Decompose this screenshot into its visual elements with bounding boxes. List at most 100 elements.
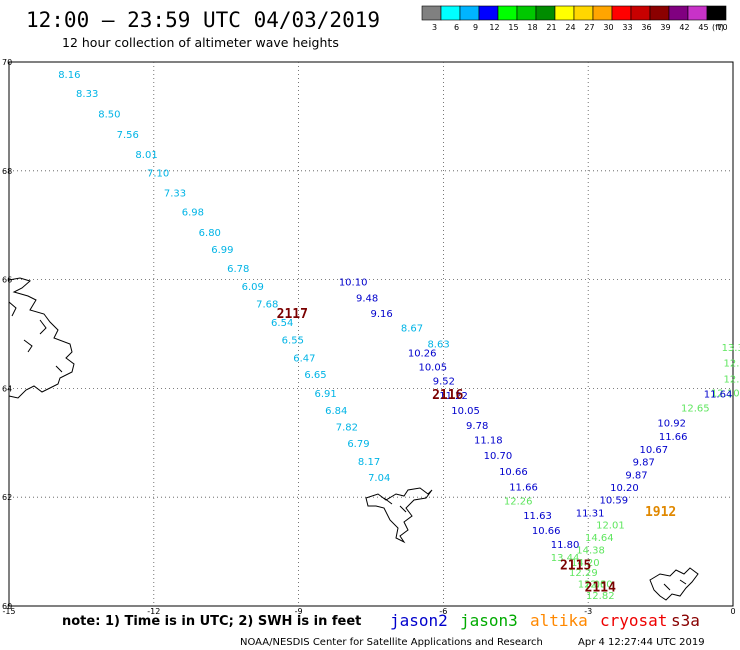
wave-height-value: 12.10 [711,388,740,399]
legend-unit: (ft) [712,23,724,32]
legend-swatch [649,5,670,21]
longitude-tick: -12 [147,607,160,616]
footer-timestamp: Apr 4 12:27:44 UTC 2019 [578,637,705,648]
pass-number-label: 2114 [585,580,616,595]
faroe-islands [365,487,433,544]
satellite-name-altika: altika [530,611,588,630]
legend-swatch [687,5,708,21]
legend-swatch [668,5,689,21]
legend-label: 30 [603,23,613,32]
legend-label: 3 [432,23,437,32]
wave-height-value: 12.65 [681,403,710,414]
wave-height-value: 14.38 [576,545,605,556]
longitude-tick: -15 [2,607,15,616]
wave-height-value: 6.78 [227,264,249,275]
legend-label: 27 [584,23,594,32]
wave-height-legend: 3 6 9 12 15 18 21 24 27 30 33 36 39 42 45 70 [421,5,728,32]
legend-swatch [478,5,499,21]
wave-height-value: 8.63 [427,339,449,350]
wave-height-value: 10.67 [640,445,669,456]
wave-height-value: 6.99 [211,245,233,256]
wave-height-value: 7.10 [147,168,169,179]
longitude-tick: -9 [295,607,303,616]
wave-height-value: 6.91 [314,389,336,400]
wave-height-value: 9.52 [433,376,455,387]
longitude-tick: 0 [730,607,735,616]
legend-label: 36 [641,23,651,32]
latitude-tick: 64 [2,384,12,393]
wave-height-value: 10.92 [657,419,686,430]
pass-number-label: 2116 [432,388,463,403]
legend-label: 45 [698,23,708,32]
wave-height-value: 14.20 [571,558,600,569]
wave-height-value: 6.55 [282,335,304,346]
wave-height-value: 8.67 [401,324,423,335]
wave-height-value: 8.33 [76,89,98,100]
longitude-tick: -6 [439,607,447,616]
shetland-islands [649,567,699,601]
pass-labels: 2117 2116 2115 2114 1912 [277,307,677,596]
pass-number-label: 2117 [277,307,308,322]
wave-height-value: 7.56 [117,130,139,141]
wave-height-value: 9.16 [370,309,392,320]
wave-height-value: 10.05 [451,406,480,417]
legend-label: 70 [717,23,727,32]
satellite-legend: jason2 jason3 altika cryosat s3a [390,611,700,630]
legend-swatch [611,5,632,21]
map-plot-area: -15 -12 -9 -6 -3 0 60 62 64 66 68 70 8.16 8.338.50 7… [2,58,740,616]
wave-height-value: 12.60 [584,580,613,591]
satellite-name-s3a: s3a [671,611,700,630]
legend-label: 21 [546,23,556,32]
wave-height-value: 11.64 [704,389,733,400]
latitude-tick: 66 [2,276,12,285]
wave-height-value: 6.98 [182,208,204,219]
wave-height-value: 8.17 [358,457,380,468]
legend-label: 18 [527,23,537,32]
wave-height-value: 14.64 [585,533,614,544]
footer-note: note: 1) Time is in UTC; 2) SWH is in fe… [62,614,361,629]
wave-height-value: 7.82 [336,423,358,434]
wave-height-value: 9.87 [633,457,655,468]
wave-height-value: 6.47 [293,353,315,364]
wave-height-value: 9.48 [356,294,378,305]
greenland-coast [8,277,75,399]
legend-label: 33 [622,23,632,32]
plot-frame [8,61,734,607]
longitude-tick: -3 [584,607,592,616]
map-title: 12:00 – 23:59 UTC 04/03/2019 [26,8,380,32]
wave-height-value: 12.01 [596,520,625,531]
wave-height-value: 12.29 [569,568,598,579]
wave-height-value: 10.10 [339,277,368,288]
wave-height-value: 10.20 [610,483,639,494]
wave-height-value: 12.82 [586,591,615,602]
wave-height-value: 10.66 [532,526,561,537]
wave-height-value: 6.54 [271,318,293,329]
legend-label: 12 [489,23,499,32]
footer-credit: NOAA/NESDIS Center for Satellite Applica… [240,637,543,648]
legend-label: 42 [679,23,689,32]
wave-height-value: 8.50 [98,110,120,121]
wave-height-value: 13.35 [722,343,740,354]
lat-lon-grid [9,62,733,606]
wave-height-value: 12.26 [504,497,533,508]
legend-swatch [535,5,556,21]
wave-height-value: 10.70 [484,451,513,462]
satellite-name-cryosat: cryosat [600,611,667,630]
pass-number-label: 1912 [645,505,676,520]
satellite-name-jason2: jason2 [390,611,448,630]
wave-height-tracks: 8.16 8.338.50 7.56 8.01 7.10 7.33 6.98 6.80 6.99… [58,70,740,602]
legend-swatch [421,5,442,21]
wave-height-value: 6.79 [347,439,369,450]
wave-height-value: 11.66 [509,482,538,493]
wave-height-value: 10.66 [499,467,528,478]
coastlines [8,277,699,601]
legend-label: 15 [508,23,518,32]
wave-height-value: 11.22 [439,391,468,402]
wave-height-value: 13.44 [551,553,580,564]
wave-height-value: 11.31 [576,508,605,519]
legend-label: 24 [565,23,575,32]
wave-height-value: 10.59 [599,495,628,506]
wave-height-value: 12.03 [578,580,607,591]
latitude-tick: 70 [2,58,12,67]
